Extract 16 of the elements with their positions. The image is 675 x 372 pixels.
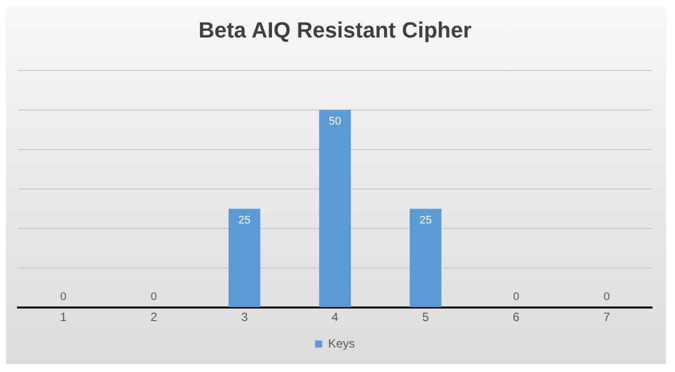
data-label: 0 <box>513 291 520 304</box>
data-label: 0 <box>60 291 66 304</box>
x-tick-label: 1 <box>60 310 67 324</box>
x-tick-label: 5 <box>422 310 430 324</box>
x-tick-label: 7 <box>603 310 610 324</box>
x-tick-label: 3 <box>241 310 248 324</box>
x-tick-label: 2 <box>150 310 158 324</box>
legend-label: Keys <box>328 336 355 350</box>
data-label: 50 <box>328 115 342 128</box>
data-label: 0 <box>604 291 610 304</box>
x-tick-label: 6 <box>512 310 520 324</box>
data-label: 25 <box>238 214 251 226</box>
data-label: 0 <box>150 291 157 304</box>
chart-title: Beta AIQ Resistant Cipher <box>198 17 472 42</box>
data-label: 25 <box>419 214 432 226</box>
x-tick-label: 4 <box>332 310 339 324</box>
